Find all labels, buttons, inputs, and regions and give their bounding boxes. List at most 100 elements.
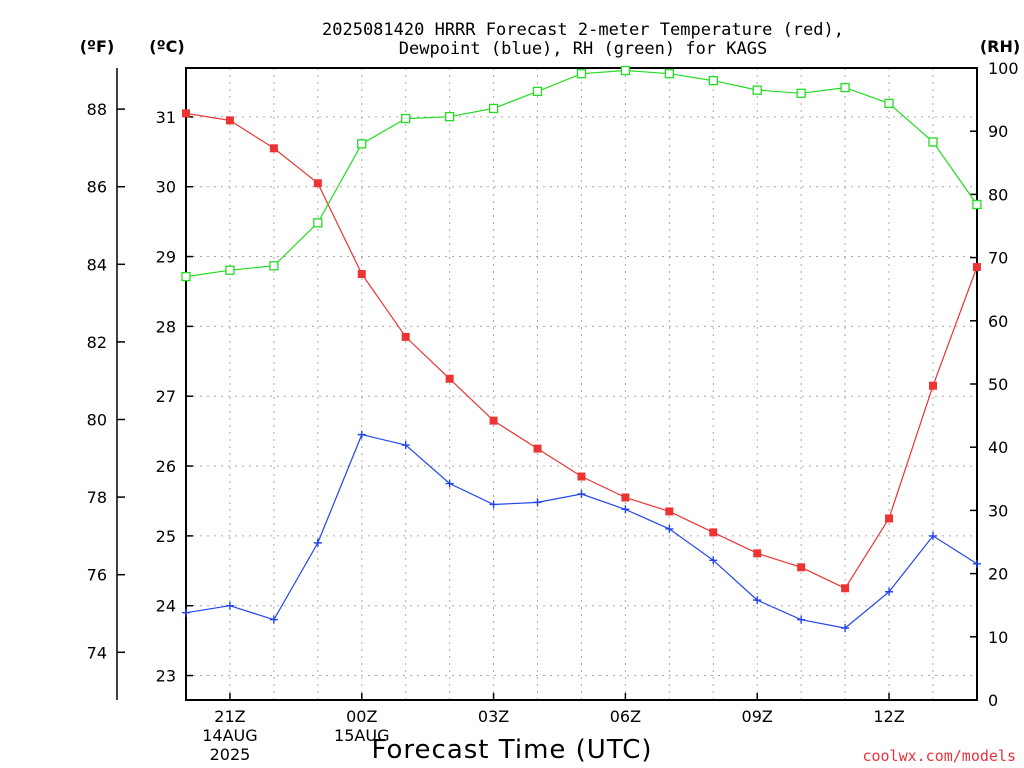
credit-text: coolwx.com/models	[862, 747, 1016, 765]
axes: 74 76 78 80 82 84 86 88 23 24 25 26 27 28 29 30 31 0 10 20 3…	[87, 59, 1019, 764]
x-tick-label: 00Z	[346, 707, 377, 726]
celsius-tick-label: 29	[156, 248, 176, 267]
dewpoint-point	[972, 559, 981, 568]
grid-lines	[186, 68, 977, 700]
rh-point	[796, 88, 806, 98]
rh-tick-label: 60	[988, 312, 1008, 331]
fahrenheit-tick-label: 88	[87, 100, 107, 119]
dewpoint-point	[445, 479, 454, 488]
celsius-tick-label: 28	[156, 317, 176, 336]
temperature-point	[225, 116, 234, 125]
dewpoint-point	[225, 601, 234, 610]
temperature-point	[401, 332, 410, 341]
rh-point	[576, 69, 587, 79]
temperature-point	[313, 179, 322, 188]
dewpoint-point	[577, 489, 586, 498]
rh-point	[840, 82, 850, 93]
celsius-tick-label: 24	[156, 597, 176, 616]
dewpoint-point	[797, 615, 806, 624]
rh-point	[181, 271, 191, 282]
temperature-point	[533, 444, 542, 453]
fahrenheit-tick-label: 76	[87, 566, 107, 585]
rh-point	[532, 86, 543, 97]
rh-tick-label: 40	[988, 438, 1008, 457]
rh-point	[928, 137, 938, 147]
rh-point	[620, 65, 631, 76]
rh-point	[884, 98, 894, 109]
x-tick-label: 12Z	[873, 707, 904, 726]
rh-tick-label: 30	[988, 501, 1008, 520]
rh-tick-label: 70	[988, 249, 1008, 268]
rh-tick-label: 90	[988, 122, 1008, 141]
celsius-tick-label: 30	[156, 178, 176, 197]
fahrenheit-tick-label: 74	[87, 643, 107, 662]
temperature-point	[972, 263, 981, 272]
rh-tick-label: 10	[988, 628, 1008, 647]
dewpoint-point	[709, 556, 718, 565]
x-tick-label: 14AUG	[202, 726, 257, 745]
data-series	[181, 65, 982, 633]
temperature-point	[841, 584, 850, 593]
celsius-tick-label: 26	[156, 457, 176, 476]
dewpoint-point	[489, 500, 498, 509]
temperature-point	[445, 374, 454, 383]
rh-tick-label: 20	[988, 565, 1008, 584]
rh-point	[972, 199, 982, 210]
rh-point	[708, 75, 718, 86]
temperature-point	[709, 528, 718, 537]
rh-point	[488, 103, 499, 114]
celsius-tick-label: 31	[156, 108, 176, 127]
celsius-tick-label: 23	[156, 667, 176, 686]
temperature-point	[665, 507, 674, 516]
x-tick-label: 09Z	[742, 707, 773, 726]
x-tick-label: 2025	[210, 745, 251, 764]
x-axis-title: Forecast Time (UTC)	[371, 735, 652, 765]
chart-title-line2: Dewpoint (blue), RH (green) for KAGS	[399, 39, 767, 59]
dewpoint-point	[313, 538, 322, 547]
rh-point	[752, 85, 762, 95]
x-tick-label: 03Z	[478, 707, 509, 726]
celsius-tick-label: 27	[156, 387, 176, 406]
rh-point	[444, 112, 455, 122]
dewpoint-point	[885, 587, 894, 596]
temperature-point	[885, 514, 894, 523]
fahrenheit-tick-label: 86	[87, 178, 107, 197]
x-tick-label: 21Z	[214, 707, 245, 726]
rh-point	[313, 218, 323, 228]
rh-tick-label: 100	[988, 59, 1019, 78]
temperature-point	[577, 472, 586, 481]
chart-title-line1: 2025081420 HRRR Forecast 2-meter Tempera…	[322, 20, 844, 40]
dewpoint-point	[401, 441, 410, 450]
rh-tick-label: 0	[988, 691, 998, 710]
temperature-point	[753, 549, 762, 558]
rh-tick-label: 80	[988, 185, 1008, 204]
temperature-point	[621, 493, 630, 502]
temperature-point	[182, 109, 190, 118]
celsius-tick-label: 25	[156, 527, 176, 546]
dewpoint-point	[841, 624, 850, 633]
temperature-point	[928, 381, 937, 390]
temperature-point	[797, 563, 806, 572]
rh-point	[664, 69, 674, 79]
fahrenheit-tick-label: 82	[87, 333, 107, 352]
rh-point	[225, 265, 235, 275]
dewpoint-point	[753, 596, 762, 605]
dewpoint-point	[621, 505, 630, 514]
rh-tick-label: 50	[988, 375, 1008, 394]
x-tick-label: 06Z	[610, 707, 641, 726]
dewpoint-point	[182, 608, 190, 617]
fahrenheit-tick-label: 80	[87, 410, 107, 429]
dewpoint-point	[533, 498, 542, 507]
rh-point	[357, 139, 367, 149]
celsius-unit-label: (ºC)	[149, 37, 184, 56]
fahrenheit-unit-label: (ºF)	[80, 37, 115, 56]
fahrenheit-tick-label: 84	[87, 255, 107, 274]
fahrenheit-tick-label: 78	[87, 488, 107, 507]
rh-point	[269, 261, 279, 271]
rh-point	[401, 113, 411, 124]
x-tick-label: 15AUG	[334, 726, 389, 745]
dewpoint-point	[665, 524, 674, 533]
dewpoint-point	[928, 531, 937, 540]
rh-unit-label: (RH)	[980, 37, 1020, 56]
